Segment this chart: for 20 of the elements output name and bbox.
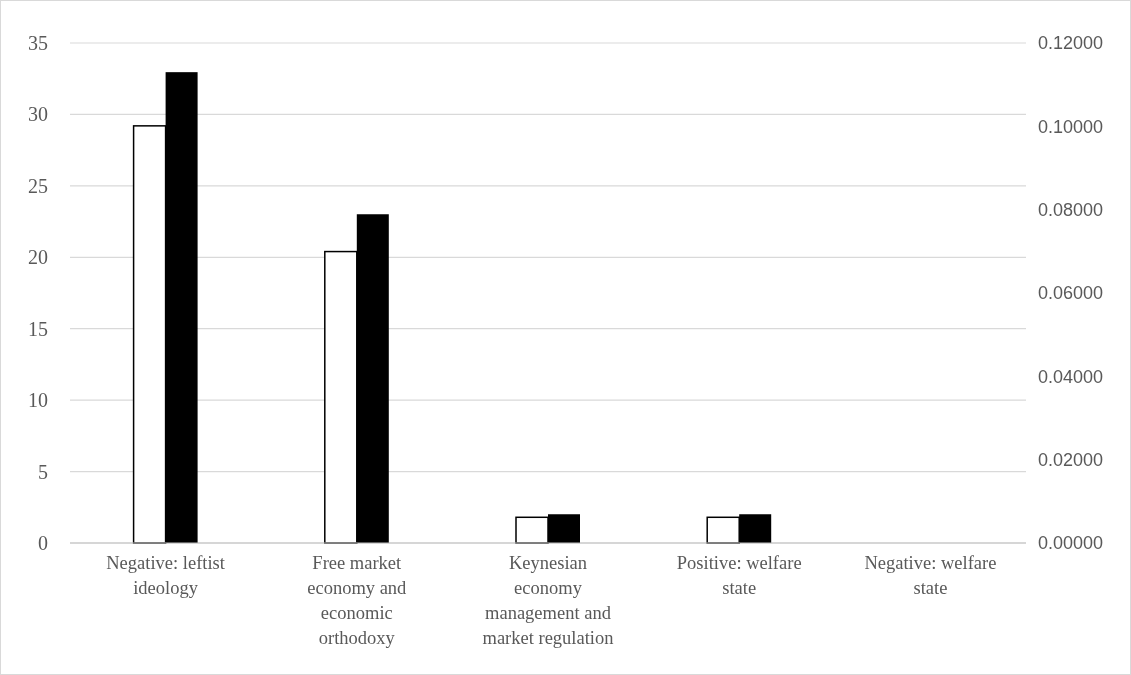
x-tick-label: Free market economy and economic orthodoxy — [307, 553, 408, 648]
y2-tick-label: 0.10000 — [1038, 116, 1104, 137]
x-tick-label: Negative: welfare state — [864, 553, 997, 598]
y2-tick-label: 0.08000 — [1038, 199, 1104, 220]
y-tick-label: 35 — [28, 32, 48, 54]
x-tick-label: Negative: leftist ideology — [106, 553, 226, 598]
y2-tick-label: 0.04000 — [1038, 366, 1104, 387]
y-tick-label: 15 — [28, 317, 48, 340]
y-tick-label: 20 — [28, 246, 48, 269]
y2-tick-label: 0.00000 — [1038, 533, 1104, 554]
y2-tick-label: 0.06000 — [1038, 283, 1104, 304]
y-tick-label: 10 — [28, 389, 48, 412]
y2-tick-label: 0.02000 — [1038, 449, 1104, 470]
y-tick-label: 0 — [38, 532, 48, 554]
y-tick-label: 30 — [28, 103, 48, 126]
x-tick-label: Keynesian economy management and market regulation — [482, 553, 614, 648]
y2-tick-label: 0.12000 — [1038, 33, 1104, 54]
y-tick-label: 25 — [28, 174, 48, 197]
y-tick-label: 5 — [38, 460, 48, 483]
x-tick-label: Positive: welfare state — [676, 553, 802, 598]
